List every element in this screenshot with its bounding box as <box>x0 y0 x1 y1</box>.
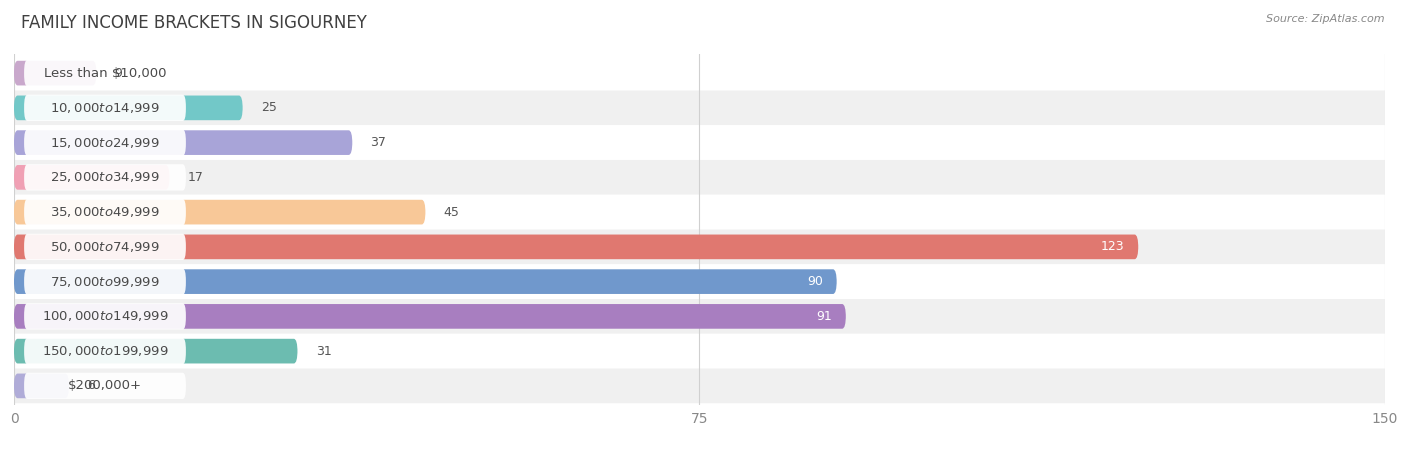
FancyBboxPatch shape <box>14 334 1385 369</box>
FancyBboxPatch shape <box>14 304 846 328</box>
FancyBboxPatch shape <box>24 199 186 225</box>
FancyBboxPatch shape <box>14 230 1385 264</box>
FancyBboxPatch shape <box>14 200 426 225</box>
Text: $25,000 to $34,999: $25,000 to $34,999 <box>51 171 160 184</box>
FancyBboxPatch shape <box>14 369 1385 403</box>
Text: 17: 17 <box>188 171 204 184</box>
Text: $15,000 to $24,999: $15,000 to $24,999 <box>51 135 160 149</box>
Text: FAMILY INCOME BRACKETS IN SIGOURNEY: FAMILY INCOME BRACKETS IN SIGOURNEY <box>21 14 367 32</box>
Text: 9: 9 <box>115 67 122 80</box>
FancyBboxPatch shape <box>14 165 170 190</box>
FancyBboxPatch shape <box>14 90 1385 125</box>
Text: 45: 45 <box>444 206 460 219</box>
Text: 6: 6 <box>87 379 96 392</box>
Text: $35,000 to $49,999: $35,000 to $49,999 <box>51 205 160 219</box>
Text: $100,000 to $149,999: $100,000 to $149,999 <box>42 310 169 324</box>
Text: $200,000+: $200,000+ <box>67 379 142 392</box>
Text: 91: 91 <box>817 310 832 323</box>
FancyBboxPatch shape <box>24 373 186 399</box>
Text: 37: 37 <box>371 136 387 149</box>
Text: Source: ZipAtlas.com: Source: ZipAtlas.com <box>1267 14 1385 23</box>
Text: Less than $10,000: Less than $10,000 <box>44 67 166 80</box>
FancyBboxPatch shape <box>24 338 186 364</box>
FancyBboxPatch shape <box>14 61 97 86</box>
Text: 31: 31 <box>316 345 332 358</box>
FancyBboxPatch shape <box>14 160 1385 195</box>
FancyBboxPatch shape <box>14 299 1385 334</box>
Text: 90: 90 <box>807 275 823 288</box>
FancyBboxPatch shape <box>14 125 1385 160</box>
FancyBboxPatch shape <box>24 60 186 86</box>
FancyBboxPatch shape <box>14 339 298 364</box>
FancyBboxPatch shape <box>14 56 1385 90</box>
Text: $50,000 to $74,999: $50,000 to $74,999 <box>51 240 160 254</box>
FancyBboxPatch shape <box>14 269 837 294</box>
FancyBboxPatch shape <box>24 164 186 190</box>
FancyBboxPatch shape <box>24 234 186 260</box>
FancyBboxPatch shape <box>14 195 1385 230</box>
FancyBboxPatch shape <box>14 130 353 155</box>
Text: $10,000 to $14,999: $10,000 to $14,999 <box>51 101 160 115</box>
Text: 25: 25 <box>262 101 277 114</box>
FancyBboxPatch shape <box>14 234 1139 259</box>
FancyBboxPatch shape <box>14 95 243 120</box>
FancyBboxPatch shape <box>24 303 186 329</box>
Text: $150,000 to $199,999: $150,000 to $199,999 <box>42 344 169 358</box>
Text: $75,000 to $99,999: $75,000 to $99,999 <box>51 274 160 288</box>
FancyBboxPatch shape <box>24 269 186 295</box>
FancyBboxPatch shape <box>14 374 69 398</box>
FancyBboxPatch shape <box>24 94 186 121</box>
Text: 123: 123 <box>1101 240 1125 253</box>
FancyBboxPatch shape <box>14 264 1385 299</box>
FancyBboxPatch shape <box>24 130 186 156</box>
